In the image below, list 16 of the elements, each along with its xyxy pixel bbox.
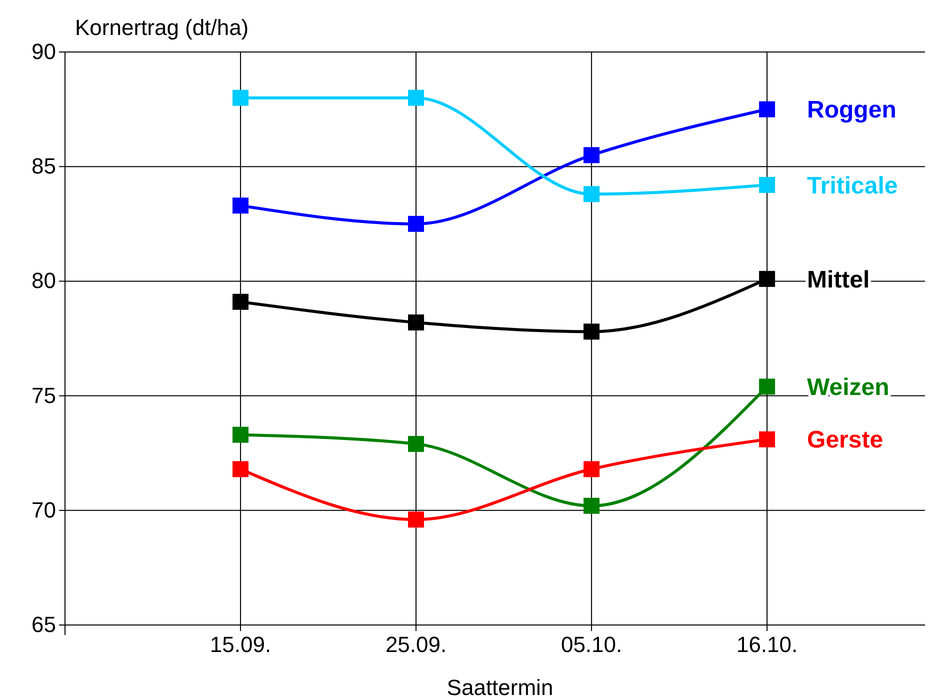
y-tick-label: 85 — [32, 154, 56, 179]
y-tick-label: 75 — [32, 382, 56, 408]
series-label: Triticale — [807, 172, 898, 200]
series-label: Roggen — [807, 96, 896, 124]
y-axis-title: Kornertrag (dt/ha) — [75, 15, 249, 40]
x-tick-label: 25.09. — [385, 632, 447, 658]
x-tick-label: 15.09. — [210, 632, 272, 658]
series-label: Gerste — [807, 426, 884, 454]
series-label: Weizen — [807, 374, 890, 402]
x-tick-label: 05.10. — [560, 632, 622, 658]
y-tick-label: 80 — [32, 268, 56, 294]
y-tick-label: 90 — [32, 39, 56, 64]
x-axis-title: Saattermin — [446, 675, 554, 697]
y-tick-label: 70 — [32, 497, 56, 522]
x-tick-label: 16.10. — [736, 632, 798, 658]
y-tick-label: 65 — [32, 612, 56, 638]
